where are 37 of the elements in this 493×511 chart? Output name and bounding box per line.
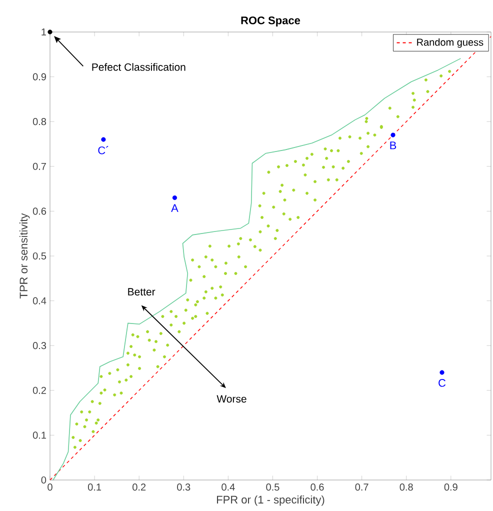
x-tick-label: 0.5 — [266, 484, 280, 491]
y-tick-label: 0.9 — [32, 73, 46, 80]
x-tick-label: 0.4 — [222, 484, 235, 491]
y-axis-title: TPR or sensitivity — [19, 213, 30, 299]
point — [440, 370, 444, 375]
annotation: C´ — [98, 146, 108, 154]
y-tick-label: 1 — [42, 28, 46, 36]
chart-title: ROC Space — [241, 16, 300, 26]
legend-label: Random guess — [417, 38, 484, 48]
annotation: Better — [128, 288, 156, 296]
x-tick-label: 0.7 — [355, 484, 368, 491]
point — [172, 195, 178, 200]
x-tick-label: 0.1 — [88, 484, 102, 491]
y-tick-label: 0 — [41, 476, 46, 484]
point — [101, 137, 106, 142]
y-tick-label: 0.6 — [32, 208, 46, 215]
y-tick-label: 0.1 — [32, 432, 46, 439]
x-axis-title: FPR or (1 - specificity) — [217, 495, 324, 506]
annotation: A — [171, 204, 178, 212]
y-tick-label: 0.8 — [32, 118, 46, 126]
point — [48, 30, 52, 34]
y-tick-label: 0.3 — [32, 342, 46, 350]
annotation: C — [438, 379, 446, 387]
x-tick-label: 0.8 — [400, 484, 413, 491]
annotation: Pefect Classification — [92, 63, 186, 71]
x-tick-label: 0.9 — [444, 484, 458, 491]
y-tick-label: 0.4 — [32, 297, 46, 304]
annotation: Worse — [216, 395, 246, 403]
y-tick-label: 0.2 — [32, 386, 46, 394]
x-tick-label: 0.3 — [177, 484, 190, 491]
annotation: B — [390, 142, 396, 150]
y-tick-label: 0.5 — [32, 252, 46, 260]
point — [390, 132, 396, 138]
x-tick-label: 0.2 — [132, 484, 146, 491]
x-tick-label: 0.6 — [310, 484, 324, 491]
y-tick-label: 0.7 — [32, 162, 46, 170]
x-tick-label: 0 — [48, 484, 52, 491]
